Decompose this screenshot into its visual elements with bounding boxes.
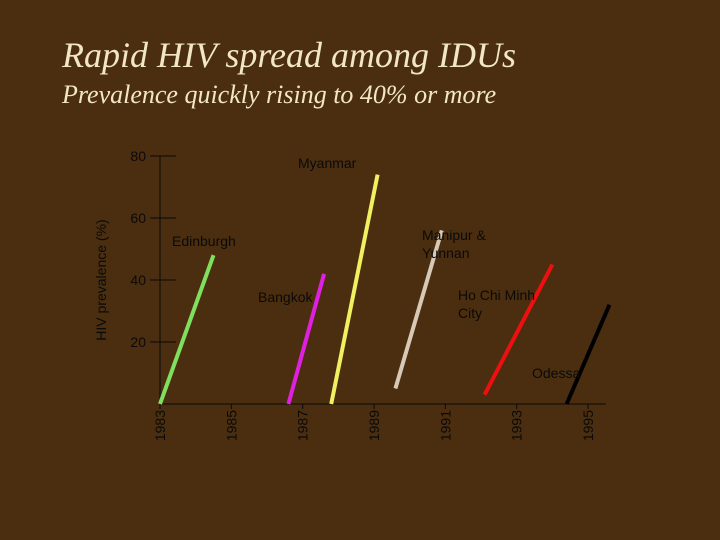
series-label-manipur-yunnan: Manipur & Yunnan (422, 227, 486, 261)
series-label-odessa: Odessa (532, 365, 580, 381)
series-label-myanmar: Myanmar (298, 155, 357, 171)
page-subtitle: Prevalence quickly rising to 40% or more (62, 80, 497, 109)
x-ticks: 1983 1985 1987 1989 1991 1993 1995 (152, 404, 596, 441)
series-lines (158, 174, 612, 405)
series-line-myanmar (329, 174, 380, 405)
x-tick-label-1987: 1987 (295, 410, 311, 441)
series-line-edinburgh (158, 254, 216, 405)
x-tick-label-1995: 1995 (580, 410, 596, 441)
y-axis-label: HIV prevalence (%) (93, 219, 109, 340)
x-tick-label-1993: 1993 (509, 410, 525, 441)
series-label-bangkok: Bangkok (258, 289, 313, 305)
page-title: Rapid HIV spread among IDUs (62, 35, 516, 75)
y-tick-label-80: 80 (130, 148, 146, 164)
series-label-edinburgh: Edinburgh (172, 233, 236, 249)
y-tick-label-20: 20 (130, 334, 146, 350)
x-tick-label-1991: 1991 (437, 410, 453, 441)
y-tick-label-40: 40 (130, 272, 146, 288)
series-label-ho-chi-minh-city: Ho Chi Minh City (458, 287, 535, 321)
x-tick-label-1985: 1985 (223, 410, 239, 441)
series-labels: Edinburgh Bangkok Myanmar Manipur & Yunnan Ho… (172, 155, 580, 381)
x-tick-label-1989: 1989 (366, 410, 382, 441)
y-ticks: 20 40 60 80 (130, 148, 176, 350)
y-tick-label-60: 60 (130, 210, 146, 226)
series-line-bangkok (286, 273, 327, 405)
series-line-odessa (564, 304, 612, 405)
series-line-manipur-yunnan (393, 229, 444, 390)
x-tick-label-1983: 1983 (152, 410, 168, 441)
series-line-ho-chi-minh-city (482, 263, 555, 396)
